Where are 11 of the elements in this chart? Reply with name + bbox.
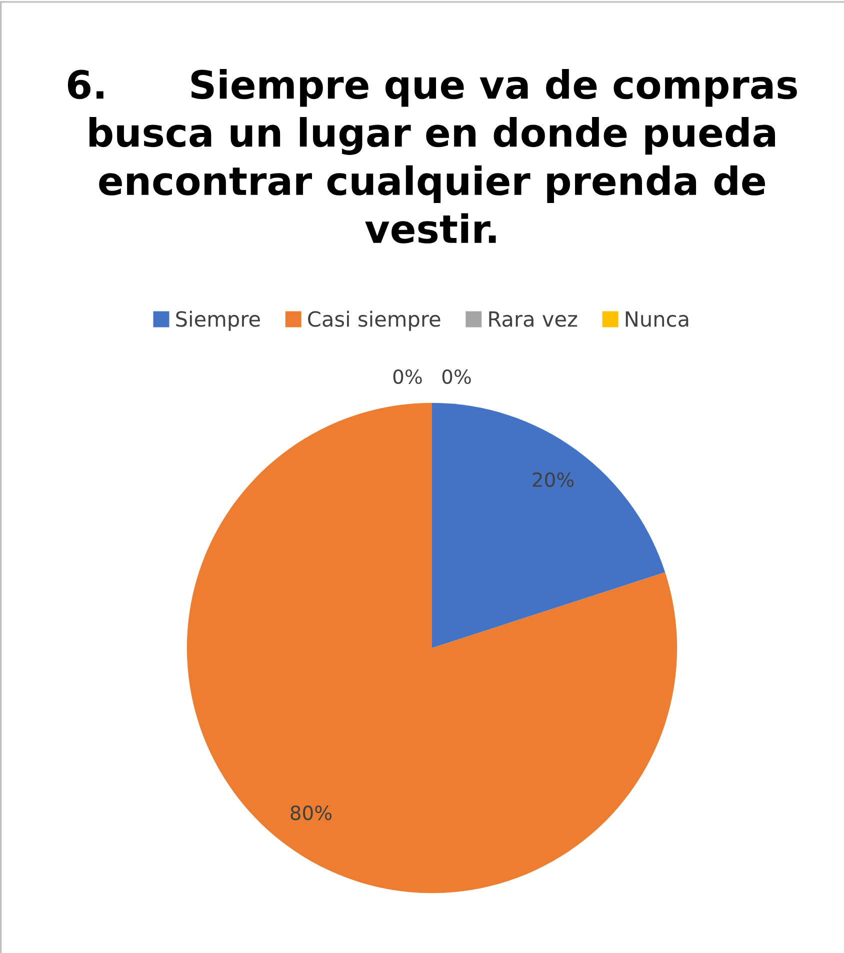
legend-label: Casi siempre <box>308 310 440 331</box>
legend-label: Siempre <box>176 310 260 331</box>
pie-slice <box>186 402 678 894</box>
text: 0% <box>442 369 471 384</box>
legend-label: Nunca <box>626 311 688 327</box>
legend-label: Rara vez <box>489 311 578 327</box>
text: 0% <box>393 369 422 384</box>
pie-slice <box>432 402 666 648</box>
data-label: 20% <box>532 472 574 488</box>
data-label: 80% <box>290 805 332 820</box>
chart-title: 6. Siempre que va de compras busca un lugar en donde pueda encontrar cualquier prenda de vestir. <box>68 69 797 244</box>
